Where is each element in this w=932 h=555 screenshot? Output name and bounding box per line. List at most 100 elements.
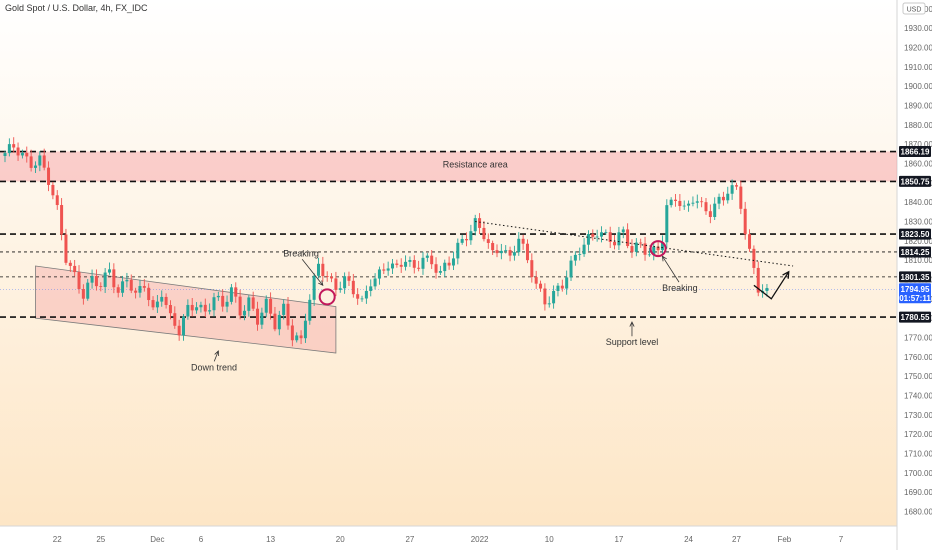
candle[interactable] bbox=[591, 229, 595, 241]
candle[interactable] bbox=[412, 255, 416, 274]
candle[interactable] bbox=[334, 271, 338, 297]
candle[interactable] bbox=[360, 295, 364, 302]
candle[interactable] bbox=[639, 238, 643, 248]
candle[interactable] bbox=[525, 239, 529, 264]
candle[interactable] bbox=[469, 224, 473, 245]
candle[interactable] bbox=[142, 279, 146, 292]
candle[interactable] bbox=[717, 193, 721, 210]
candle[interactable] bbox=[129, 274, 133, 294]
candle[interactable] bbox=[316, 257, 320, 279]
candle[interactable] bbox=[695, 194, 699, 209]
candle[interactable] bbox=[303, 313, 307, 343]
candle[interactable] bbox=[90, 269, 94, 289]
candle[interactable] bbox=[369, 279, 373, 297]
candle[interactable] bbox=[51, 181, 55, 200]
candle[interactable] bbox=[582, 238, 586, 257]
candle[interactable] bbox=[42, 148, 46, 171]
candle[interactable] bbox=[499, 243, 503, 260]
candle[interactable] bbox=[478, 213, 482, 235]
candle[interactable] bbox=[573, 251, 577, 266]
candle[interactable] bbox=[447, 256, 451, 270]
candle[interactable] bbox=[338, 281, 342, 293]
candle[interactable] bbox=[277, 310, 281, 336]
candle[interactable] bbox=[552, 285, 556, 309]
candle[interactable] bbox=[47, 161, 51, 192]
candle[interactable] bbox=[700, 197, 704, 208]
time-axis-panel[interactable] bbox=[0, 526, 897, 550]
candle[interactable] bbox=[391, 259, 395, 275]
candle[interactable] bbox=[634, 238, 638, 257]
candle[interactable] bbox=[512, 245, 516, 261]
candle[interactable] bbox=[569, 255, 573, 281]
candle[interactable] bbox=[195, 302, 199, 314]
candle[interactable] bbox=[373, 273, 377, 290]
candle[interactable] bbox=[451, 251, 455, 271]
candle[interactable] bbox=[99, 282, 103, 292]
candle[interactable] bbox=[486, 233, 490, 249]
candle[interactable] bbox=[508, 246, 512, 262]
candle[interactable] bbox=[434, 257, 438, 279]
candle[interactable] bbox=[438, 265, 442, 275]
candle[interactable] bbox=[595, 229, 599, 242]
candle[interactable] bbox=[7, 138, 11, 157]
candle[interactable] bbox=[465, 232, 469, 247]
candle[interactable] bbox=[721, 191, 725, 206]
candle[interactable] bbox=[155, 294, 159, 313]
candle[interactable] bbox=[630, 239, 634, 258]
candle[interactable] bbox=[308, 294, 312, 325]
candle[interactable] bbox=[103, 267, 107, 293]
candle[interactable] bbox=[425, 253, 429, 262]
candle[interactable] bbox=[599, 226, 603, 243]
candle[interactable] bbox=[229, 284, 233, 305]
breakout-circle-1[interactable] bbox=[318, 288, 336, 306]
candle[interactable] bbox=[151, 296, 155, 311]
candle[interactable] bbox=[408, 256, 412, 267]
candle[interactable] bbox=[94, 269, 98, 291]
candle[interactable] bbox=[216, 291, 220, 301]
candle[interactable] bbox=[264, 295, 268, 318]
candle[interactable] bbox=[16, 142, 20, 161]
candle[interactable] bbox=[364, 285, 368, 304]
candle[interactable] bbox=[55, 190, 59, 210]
candle[interactable] bbox=[173, 306, 177, 329]
candle[interactable] bbox=[456, 238, 460, 265]
candle[interactable] bbox=[260, 307, 264, 329]
candle[interactable] bbox=[404, 255, 408, 271]
candle[interactable] bbox=[539, 280, 543, 292]
drawings-layer[interactable] bbox=[318, 221, 794, 306]
candle[interactable] bbox=[756, 261, 760, 297]
candle[interactable] bbox=[25, 146, 29, 163]
candle[interactable] bbox=[208, 303, 212, 315]
candle[interactable] bbox=[565, 270, 569, 295]
candle[interactable] bbox=[586, 230, 590, 251]
candle[interactable] bbox=[517, 232, 521, 256]
candle[interactable] bbox=[430, 249, 434, 269]
candle[interactable] bbox=[160, 290, 164, 307]
candle[interactable] bbox=[377, 266, 381, 285]
candle[interactable] bbox=[238, 289, 242, 320]
candle[interactable] bbox=[643, 236, 647, 261]
candle[interactable] bbox=[38, 151, 42, 172]
candle[interactable] bbox=[242, 305, 246, 321]
candle[interactable] bbox=[560, 279, 564, 292]
candle[interactable] bbox=[621, 226, 625, 239]
candle[interactable] bbox=[247, 295, 251, 317]
candle[interactable] bbox=[521, 234, 525, 250]
candle[interactable] bbox=[73, 259, 77, 277]
candle[interactable] bbox=[282, 299, 286, 320]
candle[interactable] bbox=[125, 272, 129, 288]
candle[interactable] bbox=[234, 282, 238, 303]
candle[interactable] bbox=[713, 197, 717, 220]
candle[interactable] bbox=[164, 293, 168, 309]
candle[interactable] bbox=[708, 204, 712, 224]
candle[interactable] bbox=[347, 271, 351, 287]
candle[interactable] bbox=[190, 298, 194, 317]
candle[interactable] bbox=[482, 221, 486, 242]
candle[interactable] bbox=[386, 261, 390, 276]
candle[interactable] bbox=[199, 301, 203, 313]
candle[interactable] bbox=[674, 194, 678, 207]
candle[interactable] bbox=[356, 288, 360, 305]
candle[interactable] bbox=[325, 271, 329, 282]
last-price-tag[interactable] bbox=[899, 283, 931, 304]
candle[interactable] bbox=[395, 259, 399, 268]
